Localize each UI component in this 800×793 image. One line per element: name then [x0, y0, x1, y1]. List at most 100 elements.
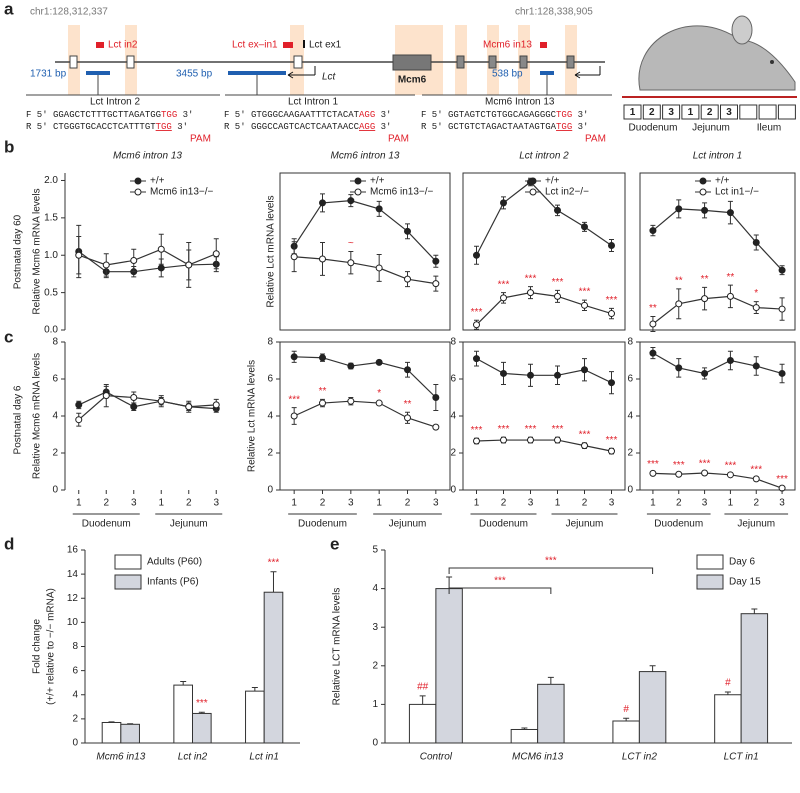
y-tick-label: 0: [72, 738, 78, 749]
panel-frame: [279, 172, 451, 331]
mouse: [622, 15, 797, 98]
point: [752, 475, 760, 483]
segment-label: 1: [630, 107, 636, 118]
deletion-size: 1731 bp: [30, 69, 67, 80]
point: [290, 353, 298, 361]
error-bar: [251, 687, 258, 692]
group-label: Duodenum: [82, 519, 131, 530]
point: [404, 366, 411, 374]
gut-segment: [777, 104, 796, 120]
region-label: Ileum: [757, 123, 781, 134]
panel-a: a chr1:128,312,337 chr1:128,338,905 Mcm6…: [4, 0, 797, 145]
line: [78, 391, 217, 410]
line: [476, 439, 612, 452]
point: [752, 239, 760, 247]
chart-title: Lct intron 2: [519, 151, 569, 162]
y-tick-label: 3: [372, 622, 378, 633]
gut-segment: [739, 104, 758, 120]
significance: ***: [647, 459, 659, 470]
line: [293, 400, 437, 428]
point: [701, 206, 709, 214]
significance: ***: [776, 474, 788, 485]
significance: #: [623, 704, 629, 715]
line: [294, 256, 436, 285]
y-tick-label: 2.0: [44, 175, 58, 186]
gut-segment: [642, 104, 661, 120]
significance: ***: [699, 459, 711, 470]
point: [554, 292, 561, 300]
point: [319, 255, 326, 263]
gut-segment: [623, 104, 642, 120]
legend-label: +/+: [150, 176, 165, 187]
x-tick-label: 2: [405, 498, 411, 509]
gene-label: Mcm6: [398, 75, 427, 86]
line: [652, 352, 783, 375]
legend-label: +/+: [370, 176, 385, 187]
bar: [510, 728, 539, 744]
gut-segment: [720, 104, 738, 120]
sequence-part: 3′: [375, 122, 391, 132]
y-tick-label: 4: [267, 411, 273, 422]
point: [581, 301, 588, 309]
x-tick-label: 3: [131, 498, 137, 509]
legend-label: Day 15: [729, 577, 761, 588]
ex1-mark: [303, 40, 305, 48]
group-label: Jejunum: [389, 519, 427, 530]
y-tick-label: 6: [450, 374, 456, 385]
y-tick-label: 2: [72, 714, 78, 725]
bracket: [448, 567, 654, 574]
x-tick-label: LCT in2: [622, 752, 657, 763]
significance: ***: [525, 273, 537, 284]
point: [212, 401, 220, 409]
mcm6-arrow: [574, 66, 601, 79]
significance: ***: [606, 295, 618, 306]
sequence: R 5′ GCTGTCTAGACTAATAGTGATGG 3′: [421, 122, 588, 132]
error-bar: [419, 695, 426, 705]
legend-label: Mcm6 in13−/−: [150, 187, 214, 198]
coord: chr1:128,338,905: [515, 7, 593, 18]
line: [78, 251, 217, 273]
legend-label: Day 6: [729, 557, 756, 568]
point: [752, 362, 760, 370]
bar: [740, 613, 769, 744]
panel-label: a: [4, 0, 14, 18]
point: [500, 436, 507, 444]
point: [649, 469, 657, 477]
y-tick-label: 0.0: [44, 325, 58, 336]
deletion-size: 538 bp: [492, 69, 523, 80]
bar: [120, 723, 140, 744]
line: [652, 295, 783, 325]
point: [473, 251, 480, 259]
region-label: Duodenum: [629, 123, 678, 134]
bar: [408, 703, 437, 744]
significance: ***: [196, 698, 208, 709]
sequence: R 5′ GGGCCAGTCACTCAATAACCAGG 3′: [224, 122, 391, 132]
gut-segment: [700, 104, 719, 120]
point: [473, 321, 480, 329]
point: [212, 250, 220, 258]
significance: **: [701, 274, 709, 285]
y-tick-label: 0: [267, 485, 273, 496]
sequence-part: TGG: [156, 122, 172, 132]
line: [78, 395, 217, 421]
sequence-part: R 5′ GCTGTCTAGACTAATAGTGA: [421, 122, 557, 132]
sequence-part: 3′: [572, 122, 588, 132]
pam-label: PAM: [388, 134, 409, 145]
point: [500, 369, 507, 377]
bar: [612, 720, 640, 744]
point: [347, 197, 355, 205]
error-bar: [751, 608, 758, 614]
point: [473, 355, 480, 363]
point: [608, 447, 615, 455]
region-label: Jejunum: [692, 123, 730, 134]
panel-label: b: [4, 137, 14, 156]
x-tick-label: 3: [528, 498, 534, 509]
x-tick-label: Lct in2: [178, 752, 208, 763]
significance: ***: [471, 307, 483, 318]
x-tick-label: MCM6 in13: [512, 752, 564, 763]
segment-label: 3: [668, 107, 674, 118]
point: [319, 199, 326, 207]
point: [752, 304, 760, 312]
point: [649, 349, 657, 357]
point: [581, 223, 588, 231]
